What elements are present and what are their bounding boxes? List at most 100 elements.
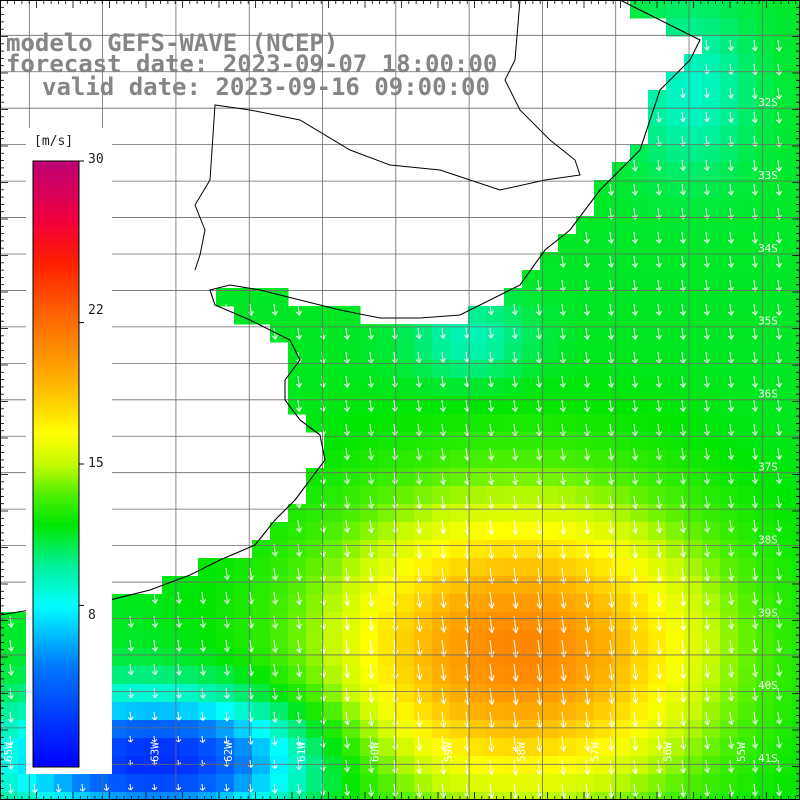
wind-arrow [584,471,591,485]
wind-speed-cell [666,504,685,523]
wind-speed-cell [378,684,397,703]
wind-arrow [175,711,182,721]
wind-speed-cell [468,684,487,703]
wind-arrow [704,159,710,171]
wind-speed-cell [522,684,541,703]
wind-speed-cell [504,576,523,595]
wind-speed-cell [360,774,379,793]
wind-speed-cell [270,630,289,649]
wind-speed-cell [648,252,667,271]
wind-speed-cell [270,756,289,775]
wind-speed-cell [630,648,649,667]
wind-speed-cell [558,648,577,667]
wind-speed-cell [342,774,361,793]
wind-speed-cell [180,720,199,739]
wind-arrow [632,183,638,196]
wind-speed-cell [216,774,235,793]
wind-speed-cell [684,378,703,397]
wind-speed-cell [126,612,145,631]
wind-speed-cell [252,558,271,577]
wind-speed-cell [342,450,361,469]
wind-arrow [223,735,230,744]
wind-speed-cell [360,432,379,451]
wind-speed-cell [162,648,181,667]
wind-arrow [296,519,303,533]
wind-speed-cell [774,414,793,433]
wind-speed-cell [756,792,775,800]
wind-arrow [151,711,158,721]
wind-speed-cell [558,504,577,523]
wind-speed-cell [378,702,397,721]
wind-speed-cell [144,684,163,703]
wind-speed-cell [594,432,613,451]
wind-speed-cell [558,702,577,721]
wind-arrow [680,87,686,99]
wind-speed-cell [342,666,361,685]
wind-speed-cell [522,792,541,800]
wind-speed-cell [306,486,325,505]
wind-speed-cell [468,630,487,649]
wind-speed-cell [648,360,667,379]
wind-arrow [272,327,278,340]
wind-arrow [512,423,519,437]
wind-arrow [416,759,423,775]
wind-speed-cell [378,360,397,379]
wind-speed-cell [234,558,253,577]
wind-arrow [440,375,446,388]
wind-speed-cell [702,270,721,289]
wind-speed-cell [342,396,361,415]
wind-speed-cell [198,684,217,703]
wind-speed-cell [306,756,325,775]
wind-speed-cell [432,774,451,793]
wind-speed-cell [180,774,199,793]
wind-speed-cell [774,648,793,667]
wind-speed-cell [774,432,793,451]
wind-arrow [680,567,687,582]
wind-speed-cell [522,558,541,577]
wind-speed-cell [288,360,307,379]
wind-speed-cell [594,684,613,703]
wind-arrow [560,591,567,609]
wind-arrow [368,639,375,655]
wind-speed-cell [522,594,541,613]
wind-speed-cell [252,306,271,325]
wind-speed-cell [468,720,487,739]
wind-speed-cell [342,342,361,361]
wind-speed-cell [270,594,289,613]
wind-speed-cell [270,684,289,703]
wind-arrow [416,327,422,340]
wind-arrow [512,399,518,412]
wind-speed-cell [396,666,415,685]
wind-arrow [704,591,711,606]
wind-arrow [200,615,206,628]
wind-speed-cell [738,126,757,145]
wind-speed-cell [558,252,577,271]
wind-speed-cell [468,594,487,613]
wind-arrow [704,567,711,582]
wind-speed-cell [378,504,397,523]
wind-speed-cell [792,162,800,181]
wind-arrow [728,519,735,533]
wind-speed-cell [792,288,800,307]
wind-arrow [656,423,662,437]
wind-arrow [752,399,758,412]
wind-speed-cell [306,774,325,793]
wind-speed-cell [144,756,163,775]
wind-arrow [560,759,567,776]
wind-speed-cell [774,198,793,217]
wind-arrow [200,591,206,604]
wind-speed-cell [468,432,487,451]
wind-speed-cell [738,558,757,577]
wind-speed-cell [360,450,379,469]
wind-speed-cell [648,702,667,721]
wind-speed-cell [720,720,739,739]
wind-speed-cell [378,432,397,451]
wind-speed-cell [450,756,469,775]
wind-speed-cell [252,666,271,685]
wind-speed-cell [342,702,361,721]
wind-speed-cell [756,594,775,613]
wind-speed-cell [144,666,163,685]
wind-speed-cell [612,216,631,235]
wind-speed-cell [684,558,703,577]
wind-speed-cell [324,630,343,649]
